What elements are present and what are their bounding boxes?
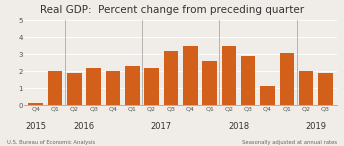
- Text: U.S. Bureau of Economic Analysis: U.S. Bureau of Economic Analysis: [7, 140, 95, 145]
- Bar: [29, 103, 43, 105]
- Bar: [222, 46, 236, 105]
- Text: 2017: 2017: [151, 122, 172, 131]
- Text: 2019: 2019: [305, 122, 326, 131]
- Text: Seasonally adjusted at annual rates: Seasonally adjusted at annual rates: [242, 140, 337, 145]
- Text: 2015: 2015: [25, 122, 46, 131]
- Bar: [260, 86, 275, 105]
- Bar: [241, 56, 256, 105]
- Bar: [106, 71, 120, 105]
- Bar: [164, 51, 178, 105]
- Bar: [67, 73, 82, 105]
- Text: 2018: 2018: [228, 122, 249, 131]
- Bar: [144, 68, 159, 105]
- Bar: [280, 53, 294, 105]
- Text: 2016: 2016: [73, 122, 95, 131]
- Bar: [318, 73, 333, 105]
- Text: Real GDP:  Percent change from preceding quarter: Real GDP: Percent change from preceding …: [40, 5, 304, 15]
- Bar: [125, 66, 140, 105]
- Bar: [48, 71, 62, 105]
- Bar: [202, 61, 217, 105]
- Bar: [86, 68, 101, 105]
- Bar: [299, 71, 313, 105]
- Bar: [183, 46, 197, 105]
